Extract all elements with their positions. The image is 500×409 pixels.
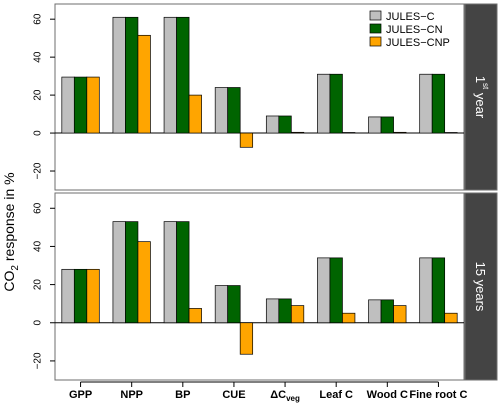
y-tick-label: 60	[33, 202, 44, 214]
y-axis-label-subscript: 2	[10, 265, 21, 271]
bar	[112, 16, 126, 134]
x-tick-label-main: GPP	[69, 389, 92, 401]
legend-label: JULES−CN	[386, 24, 443, 36]
x-tick-label-main: Wood C	[367, 389, 408, 401]
bar	[368, 116, 382, 134]
bar	[227, 285, 241, 324]
bar	[176, 16, 190, 134]
bar	[380, 299, 394, 324]
bar	[73, 76, 88, 134]
bar	[214, 285, 229, 324]
y-tick-label: 20	[33, 279, 44, 291]
y-tick-label: 0	[33, 130, 44, 136]
bar	[317, 257, 331, 324]
panel-strip-label: 1st year	[474, 76, 491, 119]
bar	[61, 268, 75, 324]
bar	[86, 76, 100, 134]
x-tick-label: Leaf C	[319, 389, 353, 401]
bar	[278, 298, 292, 324]
x-tick-label: Wood C	[367, 389, 408, 401]
bar	[61, 76, 75, 134]
legend-swatch	[369, 36, 382, 47]
bar	[125, 16, 139, 134]
panel-strip-label-main: 1	[474, 76, 489, 83]
bar	[239, 132, 254, 148]
bar	[329, 73, 343, 134]
y-tick-label: 40	[33, 51, 44, 63]
y-tick-label: 60	[33, 13, 44, 25]
x-tick-label-main: NPP	[120, 389, 143, 401]
bar	[86, 268, 100, 324]
legend-swatch	[369, 10, 382, 21]
bar	[290, 305, 305, 324]
bar	[380, 116, 394, 134]
panel-strip-label: 15 years	[474, 262, 489, 312]
bar	[290, 131, 305, 134]
bar	[265, 115, 280, 134]
bar	[125, 221, 139, 324]
x-tick-label: BP	[175, 389, 190, 401]
bar	[393, 305, 407, 324]
legend-label: JULES−C	[386, 11, 435, 23]
bar	[444, 312, 458, 324]
bar	[214, 87, 229, 134]
bar	[265, 298, 280, 324]
x-tick-label-main: BP	[175, 389, 190, 401]
y-tick-label: 40	[33, 240, 44, 252]
bar	[431, 73, 446, 134]
bar	[188, 308, 202, 324]
bar	[73, 268, 88, 324]
bar	[419, 73, 433, 134]
panel-2: −20 0 20 40 60 15 years	[33, 192, 498, 381]
x-tick-label-main: Leaf C	[319, 389, 353, 401]
bar	[163, 221, 177, 324]
y-tick-label: −20	[33, 162, 44, 179]
bar	[419, 257, 433, 324]
legend-swatch	[369, 23, 382, 34]
bar	[176, 221, 190, 324]
panel-strip	[464, 192, 498, 381]
bar	[444, 132, 458, 134]
bar	[342, 312, 356, 324]
x-tick-label-main: Fine root C	[409, 389, 467, 401]
y-axis-label-rest: response in %	[1, 172, 17, 265]
x-tick-label-subscript: veg	[286, 394, 300, 403]
panel-strip-label-superscript: st	[482, 83, 491, 90]
x-tick-label-main: ΔC	[270, 389, 286, 401]
panel-strip-label-rest: year	[474, 89, 489, 119]
x-tick-label: GPP	[69, 389, 92, 401]
bar	[137, 241, 151, 324]
panel-1: −20 0 20 40 60 1st year	[33, 3, 498, 191]
y-axis-label-main: CO	[1, 270, 17, 291]
y-axis-label: CO2 response in %	[1, 172, 21, 291]
y-tick-label: 20	[33, 89, 44, 101]
bar	[278, 115, 292, 134]
y-tick-label: −20	[33, 352, 44, 369]
panel-strip	[464, 3, 498, 191]
panel-strip-label-main: 15 years	[474, 262, 489, 312]
bar	[317, 73, 331, 134]
y-tick-label: 0	[33, 320, 44, 326]
bar	[163, 16, 177, 134]
x-tick-label-main: CUE	[222, 389, 245, 401]
legend-label: JULES−CNP	[386, 37, 450, 49]
x-tick-label: CUE	[222, 389, 245, 401]
bar	[227, 87, 241, 134]
bar	[393, 131, 407, 134]
bar	[239, 322, 254, 355]
bar	[329, 257, 343, 324]
x-tick-label: NPP	[120, 389, 143, 401]
bar	[188, 94, 202, 134]
bar	[112, 221, 126, 324]
x-tick-label: ΔCveg	[270, 389, 300, 403]
bar	[431, 257, 446, 324]
bar	[368, 299, 382, 324]
bar	[342, 132, 356, 134]
x-tick-label: Fine root C	[409, 389, 467, 401]
bar	[137, 34, 151, 134]
